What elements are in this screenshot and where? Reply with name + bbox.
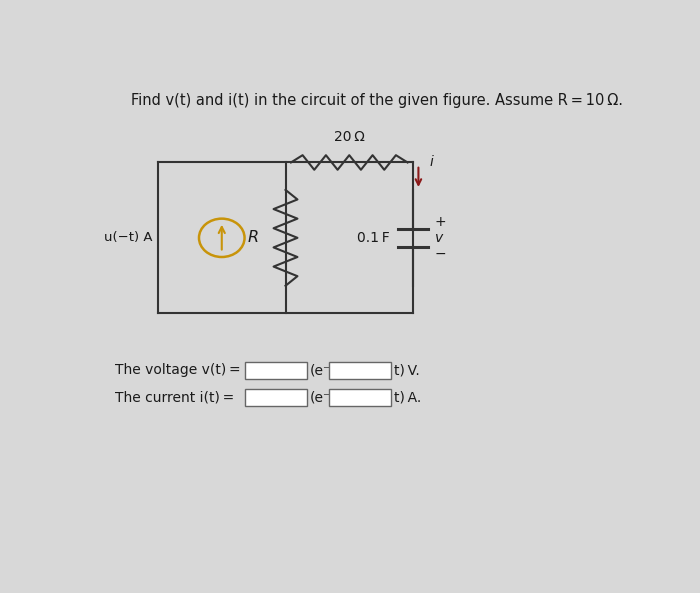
Text: +: +	[435, 215, 447, 229]
Text: v: v	[435, 231, 443, 245]
Text: i: i	[429, 155, 433, 170]
Text: Find v(t) and i(t) in the circuit of the given figure. Assume R = 10 Ω.: Find v(t) and i(t) in the circuit of the…	[131, 93, 623, 109]
Text: 0.1 F: 0.1 F	[357, 231, 390, 245]
Text: −: −	[435, 247, 447, 261]
Text: (e⁻: (e⁻	[310, 391, 331, 404]
Text: t) V.: t) V.	[394, 364, 420, 377]
Text: t) A.: t) A.	[394, 391, 421, 404]
Text: The current i(t) =: The current i(t) =	[115, 391, 234, 404]
Text: (e⁻: (e⁻	[310, 364, 331, 377]
Bar	[329, 389, 391, 406]
Bar	[329, 362, 391, 379]
Text: u(−t) A: u(−t) A	[104, 231, 153, 244]
Text: 20 Ω: 20 Ω	[334, 130, 365, 144]
Bar	[245, 362, 307, 379]
Text: The voltage v(t) =: The voltage v(t) =	[115, 364, 240, 377]
Text: R: R	[247, 230, 258, 246]
Bar	[245, 389, 307, 406]
